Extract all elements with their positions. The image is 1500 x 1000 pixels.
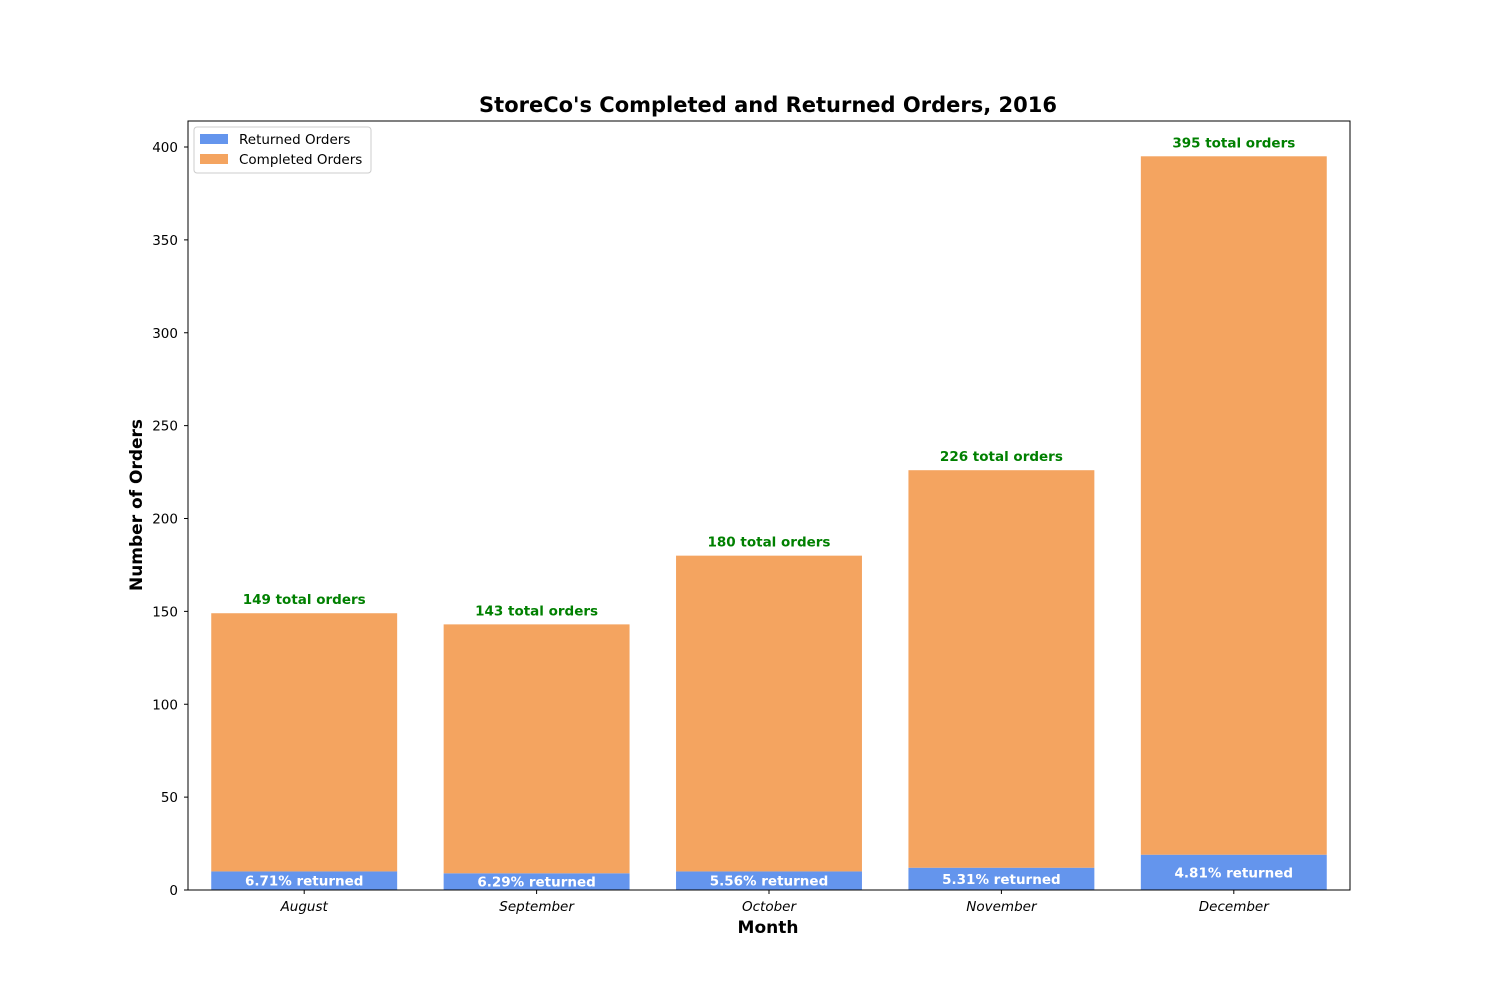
legend: Returned Orders Completed Orders bbox=[193, 126, 372, 174]
total-label-september: 143 total orders bbox=[475, 603, 598, 619]
bar-completed-august bbox=[211, 613, 398, 872]
bar-returned-august bbox=[211, 871, 398, 890]
x-tick-label-november: November bbox=[966, 899, 1038, 915]
returned-pct-label-october: 5.56% returned bbox=[710, 874, 829, 890]
y-tick-label: 300 bbox=[152, 326, 178, 342]
total-label-november: 226 total orders bbox=[940, 449, 1063, 465]
bar-returned-november bbox=[908, 867, 1095, 890]
total-label-october: 180 total orders bbox=[708, 535, 831, 551]
returned-pct-label-august: 6.71% returned bbox=[245, 874, 364, 890]
bars-layer bbox=[211, 156, 1327, 890]
y-axis: 0 50 100 150 200 250 300 350 400 bbox=[152, 140, 188, 899]
legend-box bbox=[193, 126, 372, 174]
total-label-august: 149 total orders bbox=[243, 592, 366, 608]
x-axis: August September October November December bbox=[280, 890, 1270, 915]
y-tick-label: 200 bbox=[152, 512, 178, 528]
x-tick-label-august: August bbox=[280, 899, 329, 915]
y-tick-label: 350 bbox=[152, 233, 178, 249]
bar-completed-november bbox=[908, 470, 1095, 868]
legend-swatch-returned bbox=[200, 134, 228, 144]
bar-completed-september bbox=[443, 624, 630, 874]
y-tick-label: 150 bbox=[152, 604, 178, 620]
y-axis-label: Number of Orders bbox=[127, 419, 147, 591]
x-tick-label-september: September bbox=[499, 899, 575, 915]
legend-swatch-completed bbox=[200, 154, 228, 164]
y-tick-label: 100 bbox=[152, 697, 178, 713]
bar-completed-december bbox=[1140, 156, 1327, 855]
bar-returned-december bbox=[1140, 854, 1327, 890]
x-tick-label-october: October bbox=[742, 899, 797, 915]
y-tick-label: 0 bbox=[169, 883, 178, 899]
x-axis-label: Month bbox=[738, 918, 799, 938]
returned-pct-label-september: 6.29% returned bbox=[477, 875, 596, 891]
bar-returned-september bbox=[443, 873, 630, 890]
annotations-layer: 149 total orders 6.71% returned 143 total … bbox=[243, 135, 1296, 890]
y-tick-label: 50 bbox=[161, 790, 178, 806]
legend-label-completed: Completed Orders bbox=[239, 152, 362, 168]
bar-returned-october bbox=[676, 871, 862, 890]
bar-completed-october bbox=[676, 555, 862, 872]
y-tick-label: 400 bbox=[152, 140, 178, 156]
returned-pct-label-december: 4.81% returned bbox=[1175, 865, 1294, 881]
chart-title: StoreCo's Completed and Returned Orders,… bbox=[479, 93, 1057, 117]
x-tick-label-december: December bbox=[1199, 899, 1270, 915]
y-tick-label: 250 bbox=[152, 419, 178, 435]
total-label-december: 395 total orders bbox=[1172, 135, 1295, 151]
returned-pct-label-november: 5.31% returned bbox=[942, 872, 1061, 888]
legend-label-returned: Returned Orders bbox=[239, 132, 350, 148]
